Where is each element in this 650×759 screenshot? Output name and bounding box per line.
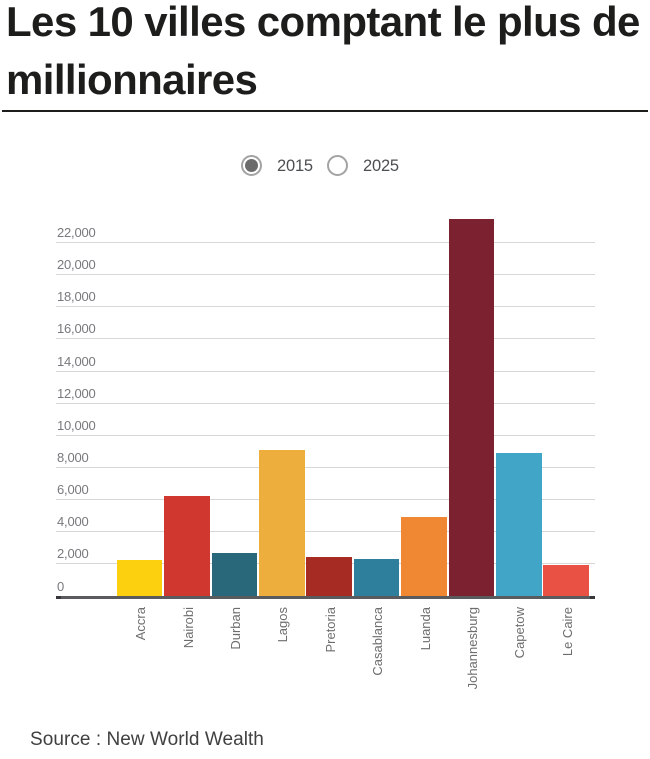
bar-nairobi [164,496,210,596]
x-tick-label-luanda: Luanda [417,607,433,651]
gridline-18000 [56,306,595,308]
gridline-10000 [56,434,595,436]
bar-lagos [259,449,305,596]
gridline-6000 [56,499,595,501]
gridline-12000 [56,402,595,404]
x-axis-line [56,596,595,599]
radio-2015[interactable] [241,155,262,176]
chart-title-line1: Les 10 villes comptant le plus de [6,0,640,45]
gridline-16000 [56,338,595,340]
radio-2015-label[interactable]: 2015 [277,157,313,175]
y-tick-label-6000: 6,000 [57,482,89,498]
gridline-22000 [56,242,595,243]
bar-le-caire [543,564,589,596]
gridline-14000 [56,370,595,372]
x-tick-label-casablanca: Casablanca [370,607,386,676]
y-tick-label-18000: 18,000 [57,289,96,305]
chart-title-line2: millionnaires [6,56,258,103]
bar-pretoria [306,556,352,596]
gridline-4000 [56,531,595,533]
y-tick-label-2000: 2,000 [57,546,89,562]
chart-title: Les 10 villes comptant le plus de millio… [6,0,646,109]
x-tick-label-lagos: Lagos [275,607,291,643]
y-tick-label-20000: 20,000 [57,257,96,273]
y-tick-label-22000: 22,000 [57,225,96,240]
y-tick-label-10000: 10,000 [57,417,96,433]
x-tick-label-johannesburg: Johannesburg [464,607,480,690]
y-tick-label-0: 0 [57,578,65,594]
gridline-20000 [56,274,595,276]
bar-capetow [496,453,542,596]
radio-2015-dot [245,159,258,172]
x-tick-label-pretoria: Pretoria [322,607,338,653]
source-note: Source : New World Wealth [30,729,264,750]
y-tick-label-16000: 16,000 [57,321,96,337]
bar-durban [211,553,258,596]
bar-luanda [401,517,447,596]
bar-johannesburg [448,219,495,596]
radio-2025[interactable] [327,155,348,176]
y-tick-label-4000: 4,000 [57,514,89,530]
y-tick-label-14000: 14,000 [57,353,96,369]
title-divider [2,110,648,112]
x-axis-cap-left [56,596,61,599]
x-tick-label-nairobi: Nairobi [180,607,196,649]
bar-casablanca [353,559,400,596]
x-tick-label-durban: Durban [227,607,243,650]
x-axis-cap-right [590,596,595,599]
x-tick-label-capetow: Capetow [512,607,528,659]
bar-accra [116,559,163,596]
x-tick-label-accra: Accra [133,607,149,641]
radio-2025-label[interactable]: 2025 [363,157,399,175]
y-tick-label-12000: 12,000 [57,385,96,401]
x-tick-label-le-caire: Le Caire [559,607,575,657]
gridline-8000 [56,466,595,468]
y-tick-label-8000: 8,000 [57,449,89,465]
